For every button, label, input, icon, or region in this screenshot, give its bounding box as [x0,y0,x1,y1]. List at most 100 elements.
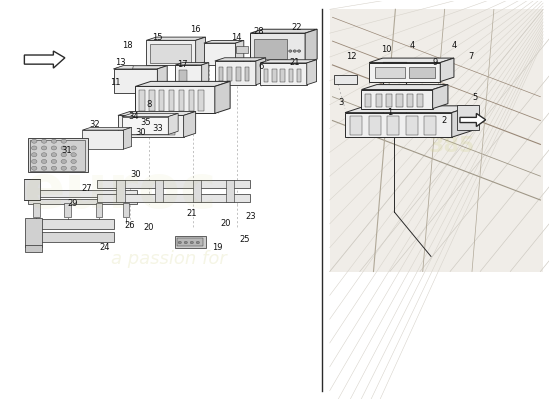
Polygon shape [407,94,413,107]
Polygon shape [235,46,248,53]
Circle shape [178,241,182,244]
Circle shape [61,146,67,150]
Polygon shape [236,67,240,81]
Polygon shape [397,94,403,107]
Polygon shape [219,67,223,81]
Text: 20: 20 [144,223,155,232]
Circle shape [41,160,47,164]
Polygon shape [113,69,157,93]
Polygon shape [184,112,196,137]
Polygon shape [175,63,209,65]
Circle shape [41,166,47,170]
Circle shape [71,153,76,157]
Polygon shape [149,90,155,111]
Circle shape [184,241,188,244]
Polygon shape [250,33,305,63]
Text: 27: 27 [81,184,91,192]
Text: 12: 12 [346,52,357,61]
Polygon shape [227,67,232,81]
Text: 31: 31 [62,146,73,155]
Polygon shape [64,203,71,217]
Circle shape [51,160,57,164]
Polygon shape [215,61,256,85]
Polygon shape [452,106,472,137]
Polygon shape [417,94,424,107]
Polygon shape [139,90,145,111]
Polygon shape [193,180,201,202]
Polygon shape [33,203,40,217]
Polygon shape [204,40,244,43]
Polygon shape [333,75,356,84]
Polygon shape [254,39,287,59]
Polygon shape [82,130,123,149]
Text: 16: 16 [190,25,201,34]
Circle shape [71,166,76,170]
Circle shape [71,146,76,150]
Polygon shape [199,90,204,111]
Circle shape [51,153,57,157]
Polygon shape [202,63,209,85]
Text: 35: 35 [141,118,151,127]
Text: 30: 30 [135,128,146,137]
Polygon shape [260,63,307,85]
Polygon shape [409,66,436,78]
Text: 30: 30 [130,170,141,179]
Text: 14: 14 [232,33,242,42]
Circle shape [61,139,67,143]
Polygon shape [146,40,196,65]
Polygon shape [235,40,244,65]
Circle shape [71,160,76,164]
Text: 13: 13 [116,58,126,68]
Polygon shape [305,29,317,63]
Text: 11: 11 [110,78,120,87]
Circle shape [51,166,57,170]
Circle shape [289,50,292,52]
Polygon shape [123,119,175,135]
Polygon shape [82,128,131,130]
Circle shape [190,241,194,244]
Text: 34: 34 [129,112,139,121]
Text: 25: 25 [240,235,250,244]
Text: 22: 22 [292,23,302,32]
Bar [329,9,543,272]
Polygon shape [289,69,293,82]
Text: 1: 1 [387,108,393,117]
Polygon shape [433,84,448,109]
Polygon shape [24,51,65,68]
Circle shape [196,241,200,244]
Polygon shape [226,180,234,202]
Polygon shape [123,203,129,217]
Polygon shape [345,113,452,137]
Text: 28: 28 [253,27,264,36]
Polygon shape [155,180,163,202]
Polygon shape [215,58,266,61]
Circle shape [41,146,47,150]
Polygon shape [376,94,382,107]
Polygon shape [175,65,202,85]
Text: 24: 24 [99,243,109,252]
Polygon shape [361,84,448,90]
Polygon shape [179,90,184,111]
Polygon shape [28,138,88,172]
Polygon shape [260,60,317,63]
Polygon shape [30,140,85,171]
Polygon shape [250,29,317,33]
Polygon shape [345,106,472,113]
Text: a passion for: a passion for [111,250,227,268]
Text: 4: 4 [410,40,415,50]
Polygon shape [25,218,42,247]
Polygon shape [179,70,187,82]
Polygon shape [460,114,486,126]
Text: 33: 33 [152,124,163,133]
Polygon shape [29,232,113,242]
Text: 23: 23 [245,212,256,221]
Polygon shape [350,116,362,135]
Polygon shape [369,58,454,62]
Polygon shape [123,128,131,149]
Polygon shape [24,179,40,200]
Polygon shape [189,90,194,111]
Text: 20: 20 [221,219,231,228]
Polygon shape [135,86,215,114]
Polygon shape [365,94,371,107]
Text: 6: 6 [258,62,264,72]
